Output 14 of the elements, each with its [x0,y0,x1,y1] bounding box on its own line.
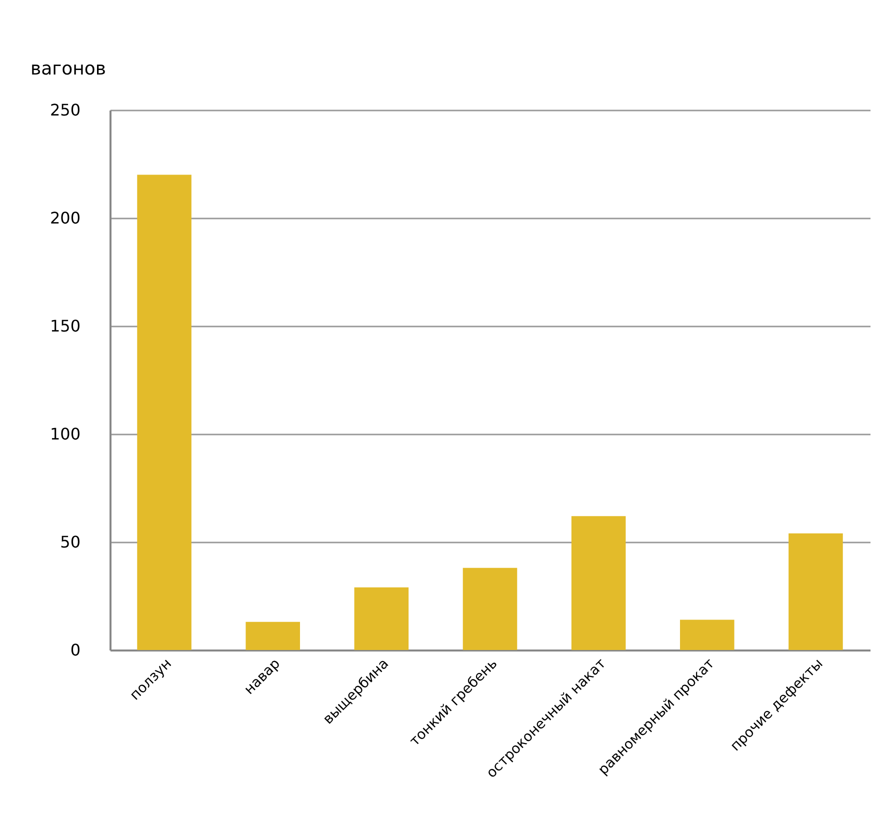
bar [680,620,734,650]
bar [462,568,518,650]
bar [788,533,843,650]
y-tick-label: 250 [50,100,80,120]
y-tick-label: 150 [50,316,80,336]
y-tick-label: 0 [70,640,80,660]
bar [137,174,192,650]
y-tick-label: 100 [50,424,80,444]
bar [354,587,409,650]
y-tick-label: 50 [60,532,80,552]
y-tick-label: 200 [50,208,80,228]
bar [571,516,626,650]
y-axis-title: вагонов [30,58,106,80]
bar [246,622,300,650]
